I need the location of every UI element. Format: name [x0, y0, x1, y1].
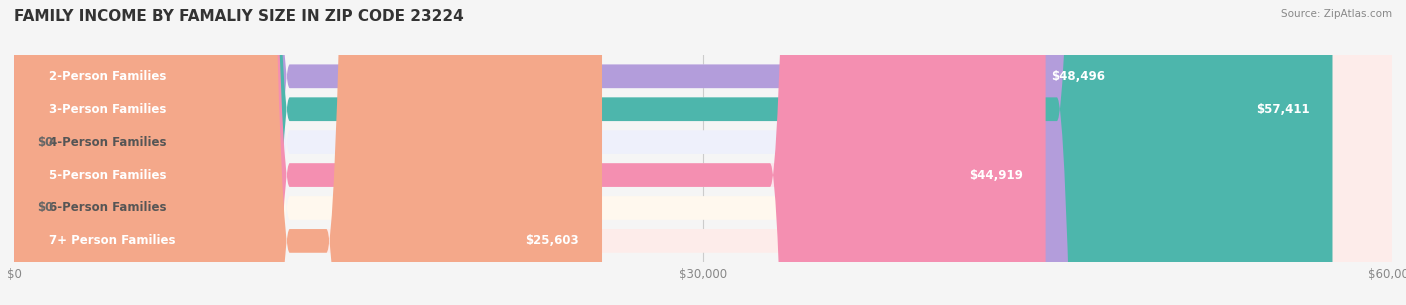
FancyBboxPatch shape	[14, 0, 1392, 305]
Text: FAMILY INCOME BY FAMALIY SIZE IN ZIP CODE 23224: FAMILY INCOME BY FAMALIY SIZE IN ZIP COD…	[14, 9, 464, 24]
Text: 4-Person Families: 4-Person Families	[48, 136, 166, 149]
Text: 3-Person Families: 3-Person Families	[48, 103, 166, 116]
Text: 7+ Person Families: 7+ Person Families	[48, 235, 174, 247]
Text: $25,603: $25,603	[526, 235, 579, 247]
FancyBboxPatch shape	[14, 0, 602, 305]
FancyBboxPatch shape	[14, 0, 1392, 305]
FancyBboxPatch shape	[14, 0, 1333, 305]
Text: 6-Person Families: 6-Person Families	[48, 202, 166, 214]
Text: $44,919: $44,919	[969, 169, 1022, 181]
FancyBboxPatch shape	[14, 0, 1392, 305]
FancyBboxPatch shape	[14, 0, 1046, 305]
FancyBboxPatch shape	[14, 0, 1392, 305]
FancyBboxPatch shape	[14, 0, 1392, 305]
Text: $0: $0	[37, 202, 53, 214]
Text: Source: ZipAtlas.com: Source: ZipAtlas.com	[1281, 9, 1392, 19]
Text: 5-Person Families: 5-Person Families	[48, 169, 166, 181]
Text: $57,411: $57,411	[1256, 103, 1309, 116]
Text: $48,496: $48,496	[1050, 70, 1105, 83]
FancyBboxPatch shape	[14, 0, 1392, 305]
Text: $0: $0	[37, 136, 53, 149]
Text: 2-Person Families: 2-Person Families	[48, 70, 166, 83]
FancyBboxPatch shape	[14, 0, 1128, 305]
